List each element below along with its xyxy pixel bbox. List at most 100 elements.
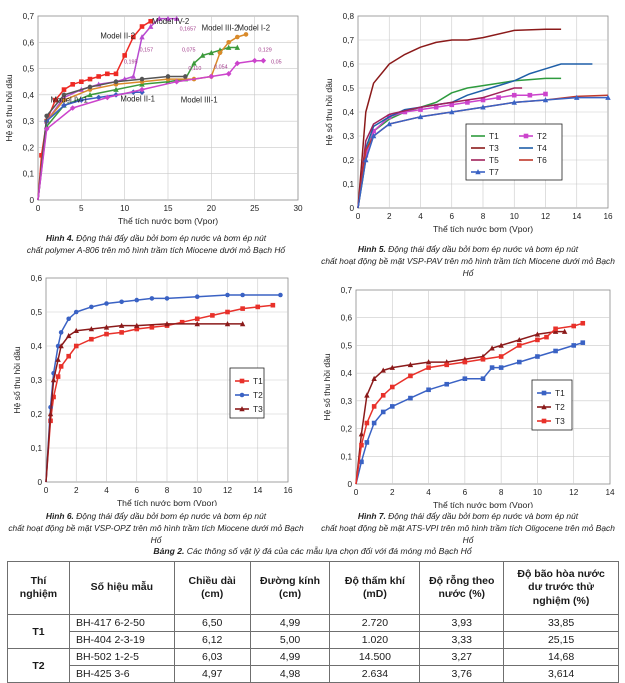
annotation-value: 0,195 xyxy=(124,59,138,65)
length-cell: 6,03 xyxy=(173,648,251,666)
length-cell: 6,12 xyxy=(173,631,251,649)
data-point xyxy=(95,94,102,101)
data-point xyxy=(119,299,124,305)
data-point xyxy=(58,364,64,369)
data-point xyxy=(113,86,119,92)
porosity-cell: 3,93 xyxy=(419,614,505,632)
data-point xyxy=(380,393,386,398)
legend: T1 T2 T3 xyxy=(531,379,573,431)
x-tick-label: 5 xyxy=(79,204,84,213)
series-line xyxy=(357,28,562,209)
data-point xyxy=(511,92,517,98)
data-point xyxy=(87,76,93,82)
y-tick-label: 0,1 xyxy=(23,170,35,179)
data-point xyxy=(418,107,423,112)
legend: T1 T2 T3 T4 T5 T6 T7 xyxy=(465,123,563,181)
series-t3 xyxy=(357,28,562,209)
legend-label: T2 xyxy=(537,131,547,141)
data-point xyxy=(118,322,125,328)
sample-id-cell: BH-417 6-2-50 xyxy=(68,614,175,632)
data-point xyxy=(498,342,504,348)
x-tick-label: 6 xyxy=(463,488,468,497)
data-point xyxy=(194,316,200,322)
y-tick-label: 0,5 xyxy=(343,84,355,93)
x-axis-label: Thể tích nước bơm (Vpor) xyxy=(433,500,533,508)
sample-id-cell: BH-425 3-6 xyxy=(68,665,175,683)
x-tick-label: 2 xyxy=(74,486,79,495)
data-point xyxy=(164,296,170,301)
chart-hinh-4: 0 0,1 0,2 0,3 0,4 0,5 0,6 0,7 0 5 10 15 20 25 30 Thể tí… xyxy=(6,6,306,228)
chart-hinh-5-svg: 0 0,1 0,2 0,3 0,4 0,5 0,6 0,7 0,8 0 2 4 6 8 10 12 14 16 Th… xyxy=(324,12,613,234)
data-point xyxy=(199,52,206,58)
data-point xyxy=(104,331,109,337)
table-title-text: Các thông số vật lý đá của các mẫu lựa c… xyxy=(186,546,472,556)
header-do-tham-khi: Độ thấm khí (mD) xyxy=(329,561,421,615)
y-tick-label: 0 xyxy=(347,480,352,489)
y-tick-label: 0,3 xyxy=(343,132,355,141)
y-tick-label: 0,2 xyxy=(343,156,355,165)
legend-marker xyxy=(541,404,547,410)
x-tick-label: 15 xyxy=(163,204,173,213)
x-axis-label: Thể tích nước bơm (Vpor) xyxy=(118,216,218,226)
y-tick-label: 0,2 xyxy=(341,425,353,434)
data-point xyxy=(139,24,145,29)
legend-item: T1 xyxy=(235,376,263,386)
data-point xyxy=(50,377,57,383)
annotation-value: 0,157 xyxy=(140,47,154,53)
data-point xyxy=(543,91,548,97)
trial-cell: T1 xyxy=(7,614,70,649)
caption-line-1: Hình 6. Động thái đẩy dầu bởi bơm ép nướ… xyxy=(6,510,306,522)
table-row: BH-404 2-3-19 6,12 5,00 1.020 3,33 25,15 xyxy=(8,631,619,649)
data-point xyxy=(55,356,61,362)
series-line xyxy=(357,63,593,209)
table-title: Bảng 2. Các thông số vật lý đá của các m… xyxy=(0,546,625,556)
diameter-cell: 4,98 xyxy=(249,665,331,683)
data-point xyxy=(364,440,370,445)
y-tick-label: 0,7 xyxy=(341,286,353,295)
data-point xyxy=(149,296,155,301)
data-point xyxy=(552,328,559,334)
porosity-cell: 3,76 xyxy=(419,665,505,683)
caption-line-2: chất hoạt động bề mặt VSP-PAV trên mô hì… xyxy=(321,256,615,279)
data-point xyxy=(148,18,153,24)
y-tick-label: 0,5 xyxy=(31,308,43,317)
legend-item: T1 xyxy=(537,388,565,398)
data-point xyxy=(122,53,127,58)
data-point xyxy=(553,348,558,354)
data-point xyxy=(553,326,558,332)
data-point xyxy=(73,327,79,333)
series-t4 xyxy=(357,63,593,209)
data-point xyxy=(139,81,145,87)
series-line xyxy=(355,341,584,485)
x-tick-label: 2 xyxy=(390,488,395,497)
caption-line-1: Hình 5. Động thái đẩy dầu bởi bơm ép nướ… xyxy=(318,243,618,255)
x-tick-label: 12 xyxy=(541,212,551,221)
data-point xyxy=(225,44,232,50)
data-point xyxy=(516,336,522,343)
caption-hinh-5: Hình 5. Động thái đẩy dầu bởi bơm ép nướ… xyxy=(318,243,618,280)
data-point xyxy=(516,359,522,365)
data-point xyxy=(544,334,549,340)
sample-id-cell: BH-502 1-2-5 xyxy=(68,648,175,666)
data-point xyxy=(89,336,94,342)
data-point xyxy=(389,384,395,390)
x-tick-label: 30 xyxy=(293,204,303,213)
data-point xyxy=(165,15,171,21)
data-point xyxy=(498,354,504,359)
x-tick-label: 12 xyxy=(569,488,579,497)
data-point xyxy=(449,109,455,115)
y-tick-label: 0,8 xyxy=(343,12,355,21)
data-point xyxy=(183,74,188,79)
legend-box xyxy=(465,123,563,181)
legend-item: T7 xyxy=(471,167,499,177)
data-point xyxy=(235,34,240,40)
data-point xyxy=(208,49,215,56)
data-point xyxy=(480,104,486,110)
x-tick-label: 16 xyxy=(603,212,613,221)
data-point xyxy=(389,364,395,370)
data-point xyxy=(480,376,486,381)
data-point xyxy=(462,376,468,381)
data-point xyxy=(210,313,215,318)
data-point xyxy=(243,32,249,37)
data-point xyxy=(408,373,413,379)
